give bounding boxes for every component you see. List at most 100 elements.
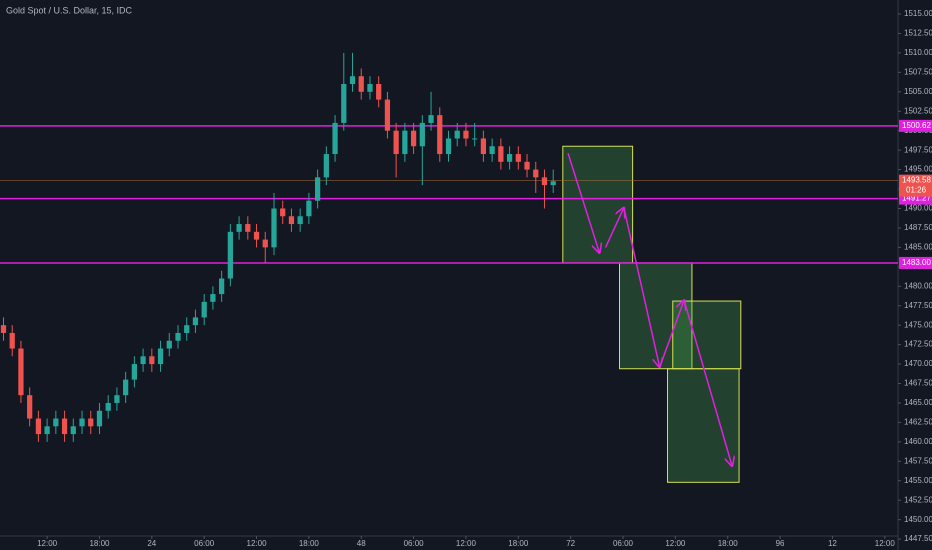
candle-body (0, 325, 7, 333)
candle-body (306, 200, 312, 217)
candle-body (271, 208, 277, 248)
x-tick-label: 18:00 (508, 539, 529, 548)
candle-body (280, 208, 286, 217)
candle-body (498, 146, 504, 162)
level-label: 1491.27 (902, 194, 931, 203)
y-tick-label: 1515.00 (904, 9, 932, 18)
x-tick-label: 12:00 (875, 539, 896, 548)
x-tick-label: 12:00 (247, 539, 268, 548)
candle-body (472, 138, 478, 140)
level-label-bg (899, 256, 932, 269)
candle-body (131, 364, 137, 380)
x-tick-label: 48 (357, 539, 366, 548)
x-tick-label: 06:00 (194, 539, 215, 548)
arrow (683, 300, 732, 466)
candle-body (227, 231, 233, 279)
candle-body (489, 146, 495, 155)
y-tick-label: 1472.50 (904, 340, 932, 349)
candle-body (236, 224, 242, 232)
candle-body (44, 426, 50, 435)
x-tick-label: 18:00 (718, 539, 739, 548)
y-tick-label: 1485.00 (904, 242, 932, 251)
y-tick-label: 1455.00 (904, 476, 932, 485)
candle-body (480, 138, 487, 155)
y-tick-label: 1450.00 (904, 515, 932, 524)
x-tick-label: 06:00 (613, 539, 634, 548)
x-tick-label: 72 (566, 539, 575, 548)
candle-body (314, 177, 321, 201)
candle-body (245, 224, 251, 232)
candle-body (9, 332, 15, 349)
candle-body (515, 154, 521, 162)
candle-body (445, 138, 452, 155)
candle-body (61, 418, 68, 435)
y-tick-label: 1505.00 (904, 87, 932, 96)
candle-body (533, 169, 539, 178)
candle-body (114, 395, 120, 403)
candle-body (210, 294, 216, 302)
candle-body (341, 84, 347, 123)
candle-body (70, 426, 76, 435)
last-price-label-bg (899, 174, 932, 197)
candle-body (123, 379, 129, 396)
candle-body (524, 161, 530, 170)
x-tick-label: 12:00 (665, 539, 686, 548)
arrow (604, 208, 624, 248)
candle-body (332, 122, 338, 155)
candle-body (410, 130, 417, 147)
candle-body (288, 216, 295, 225)
y-tick-label: 1512.50 (904, 29, 932, 38)
candle-body (140, 356, 146, 365)
x-tick-label: 06:00 (404, 539, 425, 548)
candle-body (27, 395, 33, 419)
candle-body (463, 130, 469, 139)
zone-box (667, 368, 740, 483)
y-tick-label: 1470.00 (904, 359, 932, 368)
candle-body (297, 216, 303, 225)
x-tick-label: 18:00 (89, 539, 110, 548)
x-tick-label: 24 (147, 539, 156, 548)
y-tick-label: 1447.50 (904, 534, 932, 543)
candle-body (105, 402, 111, 411)
candle-body (149, 356, 155, 365)
candle-body (157, 348, 164, 365)
y-tick-label: 1465.00 (904, 398, 932, 407)
y-tick-label: 1457.50 (904, 456, 932, 465)
y-tick-label: 1495.00 (904, 165, 932, 174)
candle-body (428, 115, 434, 123)
y-tick-label: 1502.50 (904, 106, 932, 115)
y-tick-label: 1467.50 (904, 379, 932, 388)
x-tick-label: 12 (828, 539, 837, 548)
countdown-label: 01:26 (906, 186, 927, 195)
y-tick-label: 1497.50 (904, 145, 932, 154)
y-tick-label: 1460.00 (904, 437, 932, 446)
zone-box (672, 300, 742, 370)
candle-body (367, 84, 373, 92)
candle-body (53, 418, 59, 427)
candle-body (35, 418, 42, 435)
candle-body (402, 130, 408, 155)
x-tick-label: 18:00 (299, 539, 320, 548)
candle-body (506, 154, 513, 162)
arrow (623, 207, 660, 367)
candle-body (219, 278, 225, 295)
arrow (567, 153, 599, 253)
candle-body (384, 99, 391, 131)
candle-body (96, 410, 103, 427)
candle-body (88, 418, 94, 427)
candle-body (541, 177, 548, 186)
chart-title: Gold Spot / U.S. Dollar, 15, IDC (6, 5, 133, 15)
candle-body (18, 348, 24, 396)
last-price-label: 1493.58 (902, 176, 931, 185)
level-label: 1483.00 (902, 258, 931, 267)
y-tick-label: 1490.00 (904, 204, 932, 213)
x-tick-label: 12:00 (37, 539, 58, 548)
candle-body (358, 76, 364, 92)
y-tick-label: 1510.00 (904, 48, 932, 57)
candle-body (349, 76, 356, 85)
candle-body (454, 130, 460, 139)
y-tick-label: 1480.00 (904, 281, 932, 290)
